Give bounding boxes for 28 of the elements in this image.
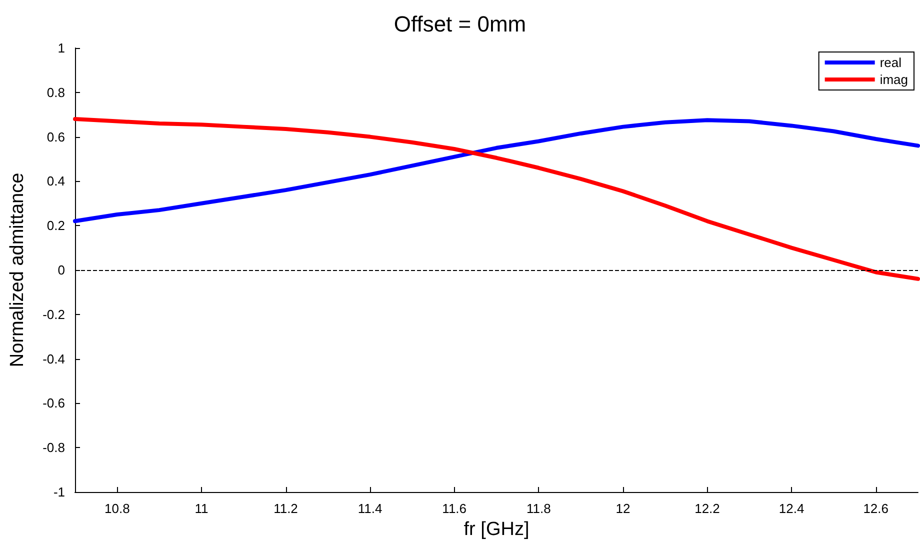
x-tick-label: 12 <box>616 501 630 516</box>
legend-label: imag <box>880 72 908 87</box>
chart-title: Offset = 0mm <box>394 12 526 36</box>
x-tick-label: 11.2 <box>274 501 298 516</box>
x-tick-label: 11.8 <box>526 501 551 516</box>
y-tick-label: 0.2 <box>46 218 65 234</box>
line-series <box>73 117 920 281</box>
line-series <box>73 118 920 224</box>
y-tick-label: -1 <box>53 484 65 500</box>
x-tick-label: 10.8 <box>104 501 130 516</box>
x-tick-label: 11.4 <box>358 501 382 516</box>
x-tick-label: 11.6 <box>442 501 467 516</box>
x-tick-label: 12.4 <box>778 501 804 516</box>
legend-label: real <box>880 55 902 70</box>
y-tick-label: -0.4 <box>42 351 65 366</box>
y-tick-label: 0.4 <box>46 174 65 189</box>
y-tick-label: -0.8 <box>42 440 65 456</box>
x-tick-label: 12.2 <box>694 501 720 516</box>
y-axis-title: Normalized admittance <box>7 172 28 368</box>
x-tick-label: 11 <box>194 501 208 516</box>
y-tick-label: 0.6 <box>46 129 65 144</box>
y-tick-label: -0.6 <box>42 396 65 411</box>
x-axis-title: fr [GHz] <box>464 518 530 540</box>
x-tick-label: 12.6 <box>863 501 889 516</box>
y-tick-label: 0 <box>58 262 65 278</box>
y-tick-label: 0.8 <box>46 84 65 100</box>
y-tick-label: 1 <box>58 40 65 56</box>
y-tick-label: -0.2 <box>42 306 65 322</box>
